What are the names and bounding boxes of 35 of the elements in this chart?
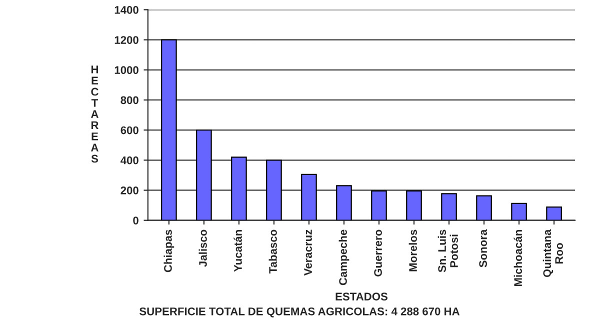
y-tick-label: 0 [133,216,138,224]
y-tick-label: 800 [120,96,138,104]
bar [231,156,247,220]
x-tick-label: Michoacán [514,230,522,286]
bar [476,195,492,220]
x-tick-label: Yucatán [234,230,242,272]
x-tick-label: Guerrero [374,230,382,276]
y-tick-label: 600 [120,126,138,134]
bar [406,190,422,220]
x-tick-label: Sn. Luis Potosi [438,230,458,272]
bar [546,206,562,220]
y-tick-label: 1400 [114,6,138,14]
x-tick-label: Sonora [479,229,487,268]
x-tick-label: Chiapas [164,230,174,272]
text: SUPERFICIE TOTAL DE QUEMAS AGRICOLAS: 4 288 670 HA [139,307,460,318]
bar [511,202,527,220]
x-tick-label: Veracruz [304,230,312,276]
y-tick-label: 1000 [114,66,138,74]
bar [301,174,317,220]
x-axis-title: ESTADOS [336,292,388,300]
x-tick-label: Jalisco [198,230,207,267]
y-tick-label: 1200 [114,36,138,44]
bar [266,160,282,220]
y-tick-label: 200 [120,186,138,194]
bar [441,193,457,220]
text: HECTAREAS [90,66,99,163]
x-tick-label: Morelos [408,230,417,272]
x-tick-label: Campeche [338,230,350,286]
bar [336,185,352,220]
bar [196,130,212,220]
x-tick-label: Quintana Roo [542,229,563,278]
bar [161,39,177,220]
x-tick-label: Tabasco [268,230,277,274]
bar [371,190,387,220]
y-tick-label: 400 [120,156,138,164]
